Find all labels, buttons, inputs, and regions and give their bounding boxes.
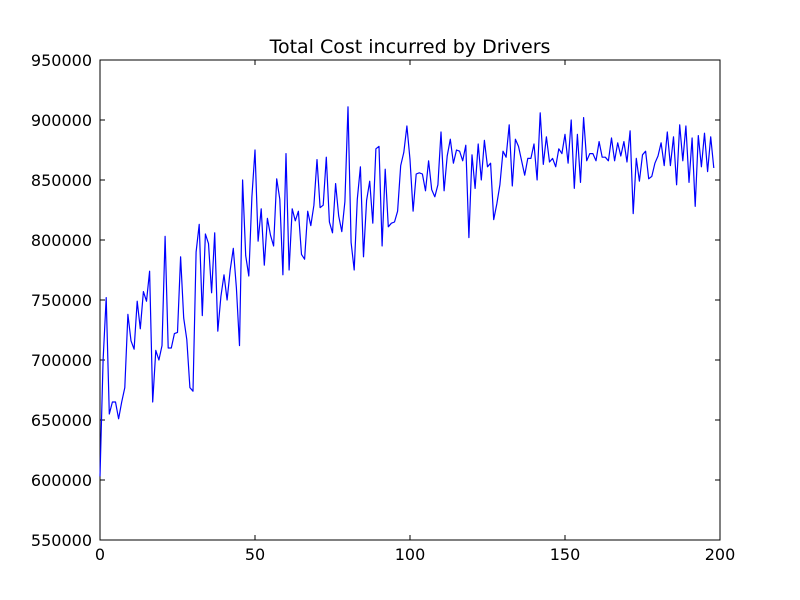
x-tick-label: 100 [395, 545, 426, 564]
y-tick-label: 700000 [31, 351, 92, 370]
tick-labels: 0 50 100 150 200 550000 600000 650000 700000 7500… [31, 51, 735, 564]
y-tick-label: 800000 [31, 231, 92, 250]
chart-title: Total Cost incurred by Drivers [269, 36, 551, 58]
x-tick-label: 0 [95, 545, 105, 564]
y-tick-label: 850000 [31, 171, 92, 190]
y-tick-label: 950000 [31, 51, 92, 70]
series-line [99, 106, 715, 477]
x-tick-label: 50 [245, 545, 265, 564]
y-tick-label: 650000 [31, 411, 92, 430]
x-tick-label: 150 [550, 545, 581, 564]
y-tick-label: 600000 [31, 471, 92, 490]
y-tick-label: 750000 [31, 291, 92, 310]
plot-area [99, 59, 721, 541]
x-tick-label: 200 [705, 545, 736, 564]
y-tick-label: 900000 [31, 111, 92, 130]
axis-ticks [99, 59, 721, 541]
y-tick-label: 550000 [31, 531, 92, 550]
series-layer [99, 106, 715, 477]
